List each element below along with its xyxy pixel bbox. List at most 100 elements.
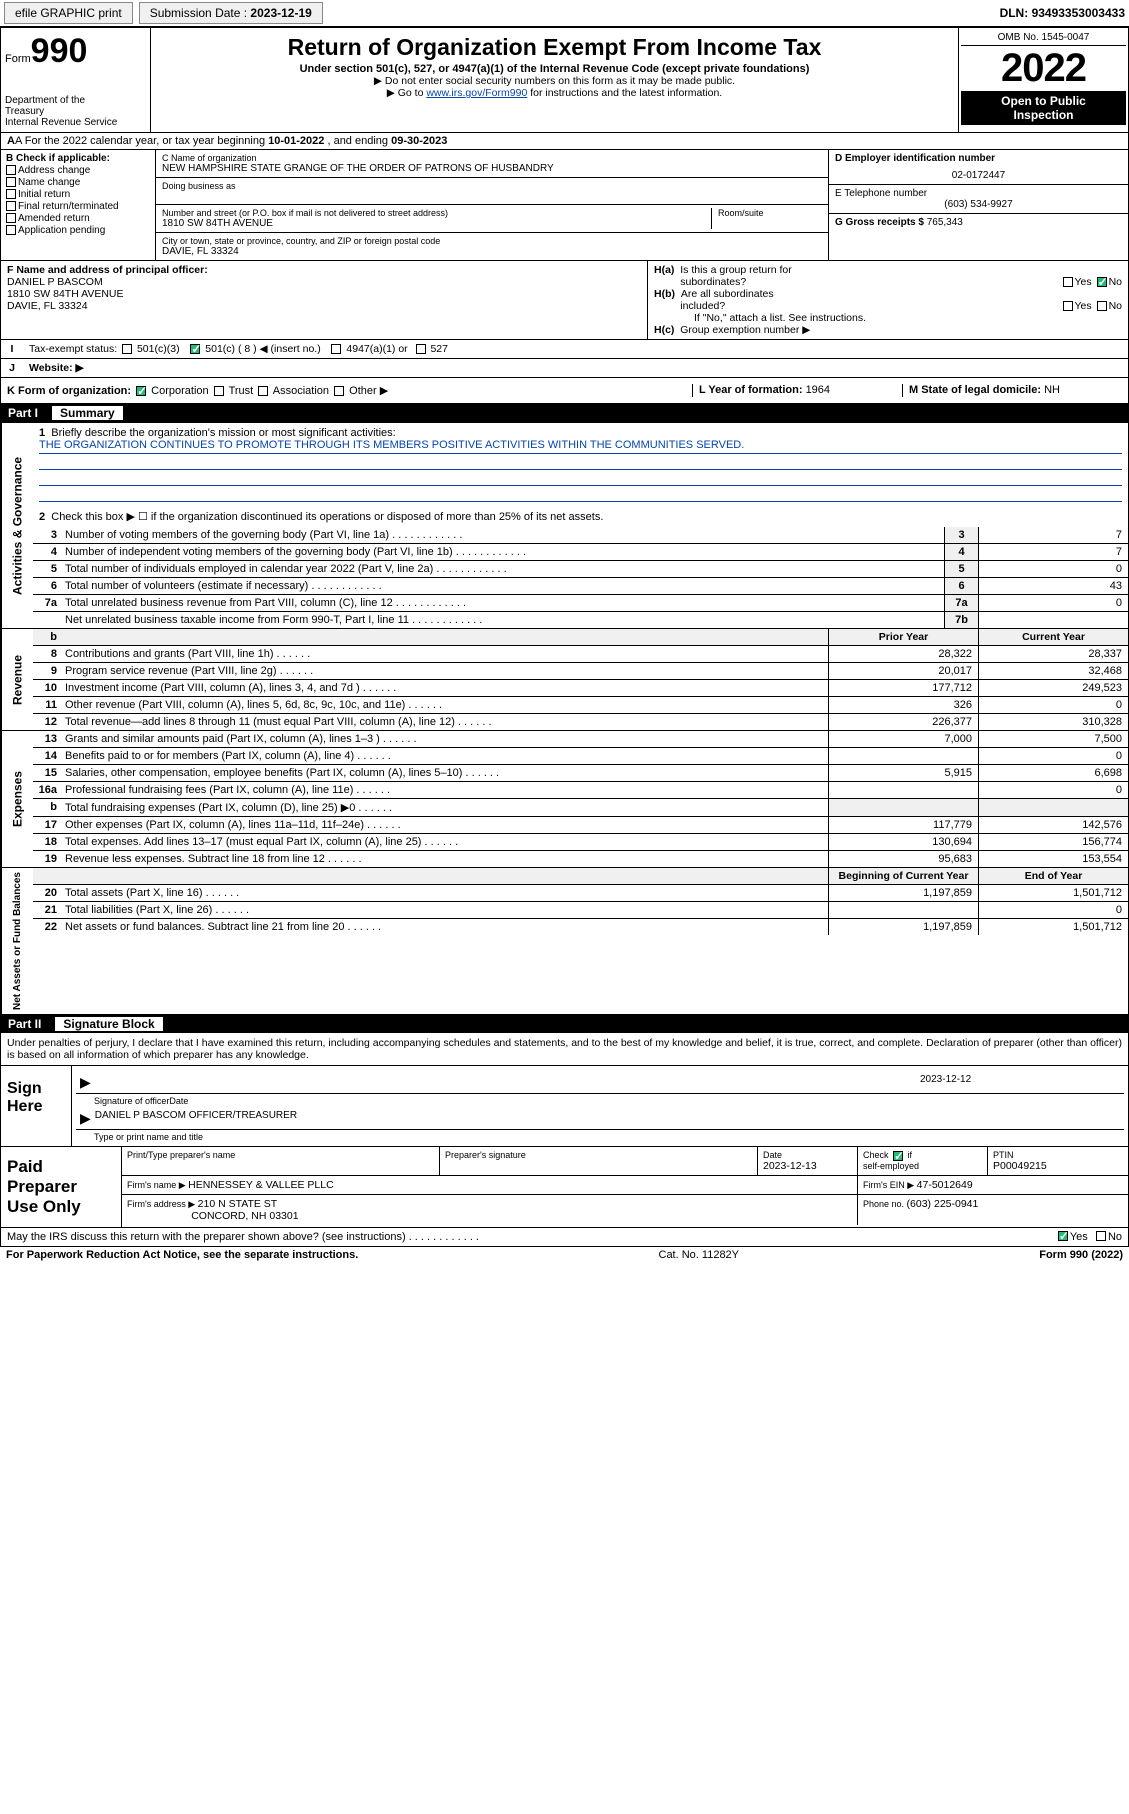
part1-title: Summary — [52, 406, 123, 420]
checkbox-self-emp[interactable] — [893, 1151, 903, 1161]
l-label: L Year of formation: — [699, 384, 806, 396]
q1-line4 — [39, 486, 1122, 502]
summary-rev: Revenue b Prior Year Current Year 8Contr… — [0, 629, 1129, 731]
checkbox-name-change[interactable] — [6, 177, 16, 187]
checkbox-527[interactable] — [416, 344, 426, 354]
checkbox-address-change[interactable] — [6, 165, 16, 175]
firm-ein: 47-5012649 — [917, 1179, 973, 1191]
form-subtitle-2: ▶ Do not enter social security numbers o… — [159, 75, 950, 87]
summary-ag: Activities & Governance 1 Briefly descri… — [0, 422, 1129, 629]
k-block: K Form of organization: Corporation Trus… — [7, 384, 692, 397]
dba-label: Doing business as — [162, 181, 822, 191]
table-row: 12Total revenue—add lines 8 through 11 (… — [33, 714, 1128, 730]
irs-link[interactable]: www.irs.gov/Form990 — [426, 87, 527, 99]
table-row: 19Revenue less expenses. Subtract line 1… — [33, 851, 1128, 867]
checkbox-hb-yes[interactable] — [1063, 301, 1073, 311]
checkbox-ha-yes[interactable] — [1063, 277, 1073, 287]
officer-city: DAVIE, FL 33324 — [7, 300, 88, 312]
sign-here-row: SignHere ▶ 2023-12-12 Signature of offic… — [1, 1065, 1128, 1146]
checkbox-discuss-no[interactable] — [1096, 1231, 1106, 1241]
efile-graphic-btn[interactable]: efile GRAPHIC print — [4, 2, 133, 24]
tax-year-begin: 10-01-2022 — [268, 135, 324, 147]
gross-receipts: 765,343 — [927, 217, 963, 228]
j-row: J Website: ▶ — [1, 358, 1128, 377]
table-row: 9Program service revenue (Part VIII, lin… — [33, 663, 1128, 680]
checkbox-4947[interactable] — [331, 344, 341, 354]
sign-here-label: SignHere — [1, 1066, 71, 1146]
header-grid: B Check if applicable: Address change Na… — [1, 150, 1128, 260]
checkbox-501c[interactable] — [190, 344, 200, 354]
discuss-text: May the IRS discuss this return with the… — [7, 1231, 479, 1243]
k-opt-0: Corporation — [151, 385, 208, 397]
street-label: Number and street (or P.O. box if mail i… — [162, 208, 705, 218]
table-row: 14Benefits paid to or for members (Part … — [33, 748, 1128, 765]
checkbox-hb-no[interactable] — [1097, 301, 1107, 311]
b-item-1: Name change — [18, 177, 80, 188]
checkbox-corp[interactable] — [136, 386, 146, 396]
rev-header: b Prior Year Current Year — [33, 629, 1128, 646]
firm-label: Firm's name ▶ — [127, 1180, 188, 1190]
sig-date: 2023-12-12 — [920, 1074, 1120, 1091]
checkbox-app-pending[interactable] — [6, 225, 16, 235]
discuss-yes: Yes — [1070, 1231, 1088, 1243]
checkbox-other[interactable] — [334, 386, 344, 396]
checkbox-final-return[interactable] — [6, 201, 16, 211]
table-row: 5Total number of individuals employed in… — [33, 561, 1128, 578]
checkbox-ha-no[interactable] — [1097, 277, 1107, 287]
form-number: 990 — [31, 32, 88, 70]
preparer-row: PaidPreparerUse Only Print/Type preparer… — [1, 1146, 1128, 1227]
part1-label: Part I — [8, 406, 38, 420]
b-label: B Check if applicable: — [6, 153, 110, 164]
top-bar: efile GRAPHIC print Submission Date : 20… — [0, 0, 1129, 27]
open-public-badge: Open to PublicInspection — [961, 91, 1126, 125]
b-item-0: Address change — [18, 165, 90, 176]
q2-block: 2 Check this box ▶ ☐ if the organization… — [33, 506, 1128, 527]
sig-of-label: Signature of officer — [94, 1096, 169, 1106]
f-label: F Name and address of principal officer: — [7, 264, 208, 276]
prep-r2: Firm's name ▶ HENNESSEY & VALLEE PLLC Fi… — [122, 1176, 1128, 1195]
table-row: 13Grants and similar amounts paid (Part … — [33, 731, 1128, 748]
checkbox-initial-return[interactable] — [6, 189, 16, 199]
form-subtitle-1: Under section 501(c), 527, or 4947(a)(1)… — [159, 63, 950, 75]
head-prior: Prior Year — [828, 629, 978, 645]
checkbox-discuss-yes[interactable] — [1058, 1231, 1068, 1241]
k-opt-1: Trust — [229, 385, 254, 397]
h-block: H(a) Is this a group return for subordin… — [648, 261, 1128, 339]
checkbox-assoc[interactable] — [258, 386, 268, 396]
vtab-net: Net Assets or Fund Balances — [1, 868, 33, 1014]
f-block: F Name and address of principal officer:… — [1, 261, 648, 339]
k-label: K Form of organization: — [7, 385, 131, 397]
firm-phone: (603) 225-0941 — [907, 1198, 979, 1210]
prep-h3: Date — [763, 1150, 852, 1160]
line-a-pre: A For the 2022 calendar year, or tax yea… — [15, 135, 268, 147]
dln-label: DLN: — [1000, 6, 1032, 20]
checkbox-trust[interactable] — [214, 386, 224, 396]
sig-arrow-icon: ▶ — [80, 1074, 91, 1091]
year-formation: 1964 — [806, 384, 830, 396]
c-block: C Name of organization NEW HAMPSHIRE STA… — [156, 150, 828, 260]
submission-date-btn[interactable]: Submission Date : 2023-12-19 — [139, 2, 323, 24]
table-row: 11Other revenue (Part VIII, column (A), … — [33, 697, 1128, 714]
part2-bar: Part II Signature Block — [0, 1015, 1129, 1033]
table-row: 8Contributions and grants (Part VIII, li… — [33, 646, 1128, 663]
street: 1810 SW 84TH AVENUE — [162, 218, 705, 229]
submission-date: 2023-12-19 — [250, 6, 311, 20]
c-name-label: C Name of organization — [162, 153, 822, 163]
b-check-block: B Check if applicable: Address change Na… — [1, 150, 156, 260]
dept-label: Department of theTreasuryInternal Revenu… — [5, 95, 146, 128]
i-opt-0: 501(c)(3) — [137, 343, 180, 355]
checkbox-amended[interactable] — [6, 213, 16, 223]
checkbox-501c3[interactable] — [122, 344, 132, 354]
ein: 02-0172447 — [835, 164, 1122, 181]
gross-label: G Gross receipts $ — [835, 217, 927, 228]
sig-officer-line: ▶ 2023-12-12 — [76, 1072, 1124, 1094]
i-row: I Tax-exempt status: 501(c)(3) 501(c) ( … — [1, 339, 1128, 358]
form-header-left: Form990 Department of theTreasuryInterna… — [1, 28, 151, 132]
footer-line: For Paperwork Reduction Act Notice, see … — [0, 1247, 1129, 1263]
pra-notice: For Paperwork Reduction Act Notice, see … — [6, 1249, 358, 1261]
m-label: M State of legal domicile: — [909, 384, 1044, 396]
form-footer: Form 990 (2022) — [1039, 1249, 1123, 1261]
i-text: Tax-exempt status: — [29, 343, 117, 355]
phone-label: E Telephone number — [835, 188, 1122, 199]
firm-phone-label: Phone no. — [863, 1199, 907, 1209]
